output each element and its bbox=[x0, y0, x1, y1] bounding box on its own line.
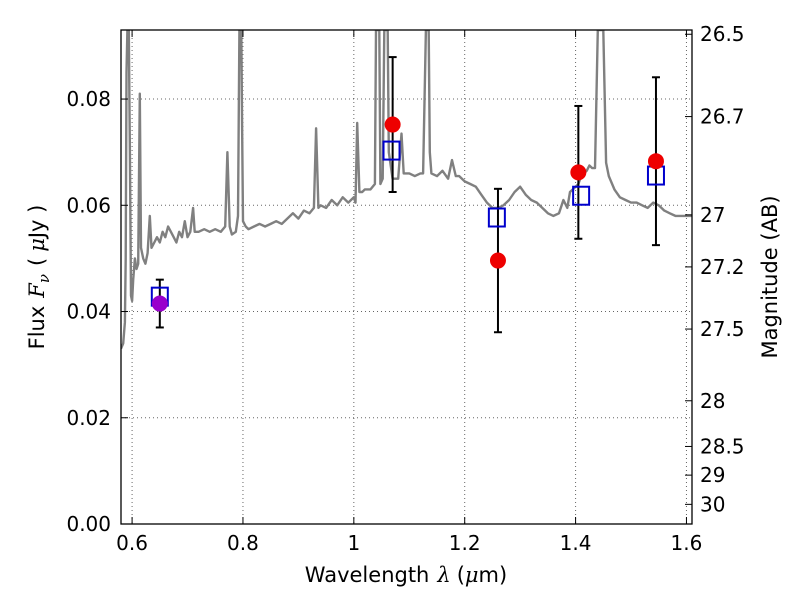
right-tick-label: 28 bbox=[700, 389, 725, 413]
y-axis-ticks: 0.00 0.02 0.04 0.06 0.08 bbox=[66, 87, 128, 536]
y-axis-unit-rest: Jy ) bbox=[25, 205, 49, 241]
right-axis-ticks: 26.5 26.7 27 27.2 27.5 28 28.5 29 30 bbox=[685, 22, 745, 516]
y-axis-unit-open: ( bbox=[25, 258, 49, 266]
right-tick-label: 27.2 bbox=[700, 255, 745, 279]
x-axis-unit-mu: μ bbox=[465, 563, 479, 587]
right-tick-label: 26.7 bbox=[700, 105, 745, 129]
model-spectrum-layer bbox=[121, 30, 692, 350]
observed-point bbox=[489, 252, 506, 269]
x-tick-label: 1.4 bbox=[560, 531, 592, 555]
model-point bbox=[487, 207, 506, 228]
right-tick-label: 26.5 bbox=[700, 22, 745, 46]
y-tick-label: 0.06 bbox=[66, 193, 111, 217]
y-axis-title-text: Flux bbox=[25, 306, 49, 350]
y-axis-title-left: Flux Fν ( μJy ) bbox=[25, 205, 53, 350]
x-tick-label: 0.8 bbox=[227, 531, 259, 555]
x-tick-label: 0.6 bbox=[116, 531, 148, 555]
x-tick-label: 1.6 bbox=[671, 531, 703, 555]
y-axis-symbol: F bbox=[25, 282, 49, 299]
y-axis-symbol-sub: ν bbox=[35, 274, 53, 283]
x-tick-label: 1 bbox=[347, 531, 360, 555]
right-tick-label: 27.5 bbox=[700, 317, 745, 341]
observed-point bbox=[384, 116, 401, 133]
right-tick-label: 30 bbox=[700, 492, 725, 516]
model-spectrum-line bbox=[121, 30, 692, 350]
y-tick-label: 0.04 bbox=[66, 300, 111, 324]
observed-points bbox=[151, 116, 664, 312]
y-tick-label: 0.00 bbox=[66, 512, 111, 536]
x-axis-title: Wavelength λ (μm) bbox=[305, 563, 507, 587]
right-tick-label: 27 bbox=[700, 203, 725, 227]
error-bars bbox=[155, 56, 660, 334]
plot-frame bbox=[120, 29, 693, 525]
y-tick-label: 0.02 bbox=[66, 406, 111, 430]
observed-point bbox=[151, 295, 168, 312]
observed-point bbox=[570, 164, 587, 181]
right-tick-label: 28.5 bbox=[700, 434, 745, 458]
model-point bbox=[572, 185, 591, 206]
x-axis-symbol: λ bbox=[436, 563, 450, 587]
x-axis-unit-open: ( bbox=[457, 563, 465, 587]
gridlines bbox=[121, 30, 692, 525]
model-point bbox=[382, 140, 401, 161]
y-axis-title-right: Magnitude (AB) bbox=[758, 195, 782, 358]
y-axis-unit-mu: μ bbox=[25, 238, 49, 252]
x-axis-ticks: 0.6 0.8 1 1.2 1.4 1.6 bbox=[116, 30, 702, 555]
observed-point bbox=[647, 153, 664, 170]
x-axis-title-text: Wavelength bbox=[305, 563, 430, 587]
right-tick-label: 29 bbox=[700, 463, 725, 487]
x-tick-label: 1.2 bbox=[449, 531, 481, 555]
y-tick-label: 0.08 bbox=[66, 87, 111, 111]
x-axis-unit-rest: m) bbox=[479, 563, 508, 587]
